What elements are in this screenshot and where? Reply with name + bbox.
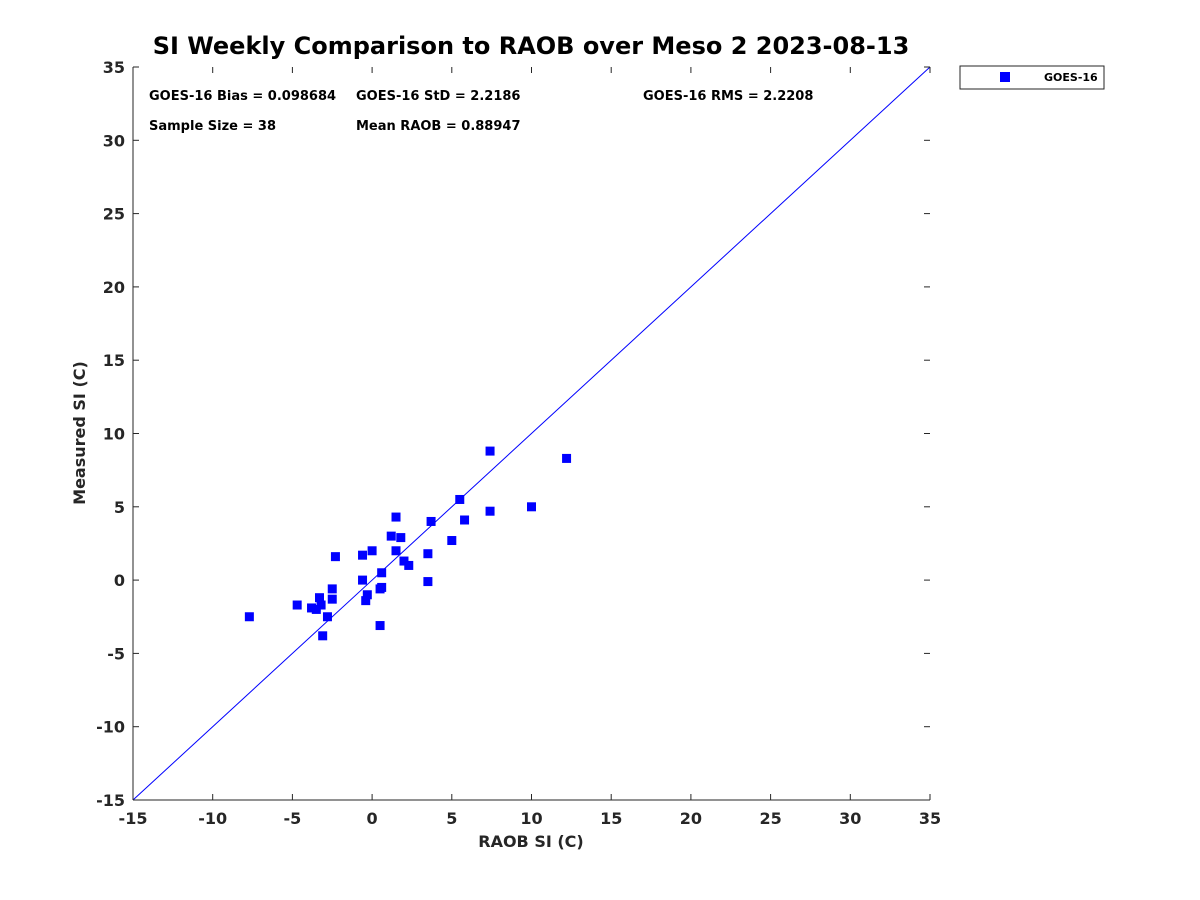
- y-tick-label: 5: [114, 498, 125, 517]
- identity-line: [132, 66, 931, 801]
- y-axis-label: Measured SI (C): [70, 361, 89, 505]
- y-tick-label: 0: [114, 571, 125, 590]
- x-tick-label: 10: [520, 809, 542, 828]
- identity-line-group: [132, 66, 931, 801]
- y-tick-label: 15: [103, 351, 125, 370]
- data-point: [292, 600, 302, 610]
- y-axis-ticks: -15 -10 -5 0 5 10 15 20 25 30 35: [96, 58, 930, 810]
- data-point: [396, 533, 406, 543]
- data-point: [485, 446, 495, 456]
- data-points: [244, 446, 572, 641]
- legend: GOES-16: [959, 65, 1105, 90]
- x-tick-label: -5: [284, 809, 302, 828]
- data-point: [307, 603, 317, 613]
- x-tick-label: 0: [367, 809, 378, 828]
- chart-title: SI Weekly Comparison to RAOB over Meso 2…: [153, 32, 910, 60]
- y-tick-label: 30: [103, 131, 125, 150]
- y-tick-label: 10: [103, 425, 125, 444]
- x-tick-label: 25: [759, 809, 781, 828]
- axes: -15 -10 -5 0 5 10 15 20 25 30 35 -15 -10 -5 0 5 10 15 20 2…: [96, 58, 941, 828]
- bias-stat: GOES-16 Bias = 0.098684: [149, 89, 336, 104]
- y-tick-label: 20: [103, 278, 125, 297]
- y-tick-label: 35: [103, 58, 125, 77]
- data-point: [367, 546, 377, 556]
- mean-raob-stat: Mean RAOB = 0.88947: [356, 119, 521, 134]
- y-tick-label: -5: [107, 644, 125, 663]
- data-point: [311, 604, 321, 614]
- data-point: [447, 536, 457, 546]
- data-point: [455, 494, 465, 504]
- data-point: [330, 552, 340, 562]
- data-point: [460, 515, 470, 525]
- data-point: [377, 568, 387, 578]
- x-axis-label: RAOB SI (C): [478, 832, 583, 851]
- data-point: [423, 549, 433, 559]
- data-point: [377, 582, 387, 592]
- legend-box: [959, 65, 1105, 90]
- sample-size-stat: Sample Size = 38: [149, 119, 276, 134]
- x-tick-label: 20: [680, 809, 702, 828]
- data-point: [404, 560, 414, 570]
- data-point: [426, 516, 436, 526]
- data-point: [244, 612, 254, 622]
- data-point: [386, 531, 396, 541]
- data-point: [423, 577, 433, 587]
- x-axis-ticks: -15 -10 -5 0 5 10 15 20 25 30 35: [119, 67, 941, 828]
- x-tick-label: 5: [446, 809, 457, 828]
- plot-area: [132, 66, 931, 801]
- data-point: [391, 512, 401, 522]
- data-point: [314, 593, 324, 603]
- y-tick-label: -10: [96, 718, 125, 737]
- data-point: [358, 550, 368, 560]
- statistics-annotations: GOES-16 Bias = 0.098684 GOES-16 StD = 2.…: [149, 89, 813, 134]
- rms-stat: GOES-16 RMS = 2.2208: [643, 89, 813, 104]
- data-point: [399, 556, 409, 566]
- x-tick-label: 35: [919, 809, 941, 828]
- y-tick-label: -15: [96, 791, 125, 810]
- legend-marker-square: [1000, 72, 1010, 82]
- x-tick-label: 15: [600, 809, 622, 828]
- data-point: [362, 590, 372, 600]
- x-tick-label: 30: [839, 809, 861, 828]
- std-stat: GOES-16 StD = 2.2186: [356, 89, 520, 104]
- legend-label-goes16: GOES-16: [1044, 71, 1098, 84]
- data-point: [316, 600, 326, 610]
- data-point: [361, 596, 371, 606]
- data-point: [358, 575, 368, 585]
- data-point: [485, 506, 495, 516]
- data-point: [391, 546, 401, 556]
- data-point: [527, 502, 536, 512]
- data-point: [562, 453, 572, 463]
- x-tick-label: -15: [119, 809, 148, 828]
- data-point: [327, 584, 337, 594]
- data-point: [318, 631, 328, 641]
- data-point: [375, 621, 385, 631]
- data-point: [327, 594, 337, 604]
- data-point: [322, 612, 332, 622]
- y-tick-label: 25: [103, 205, 125, 224]
- x-tick-label: -10: [198, 809, 227, 828]
